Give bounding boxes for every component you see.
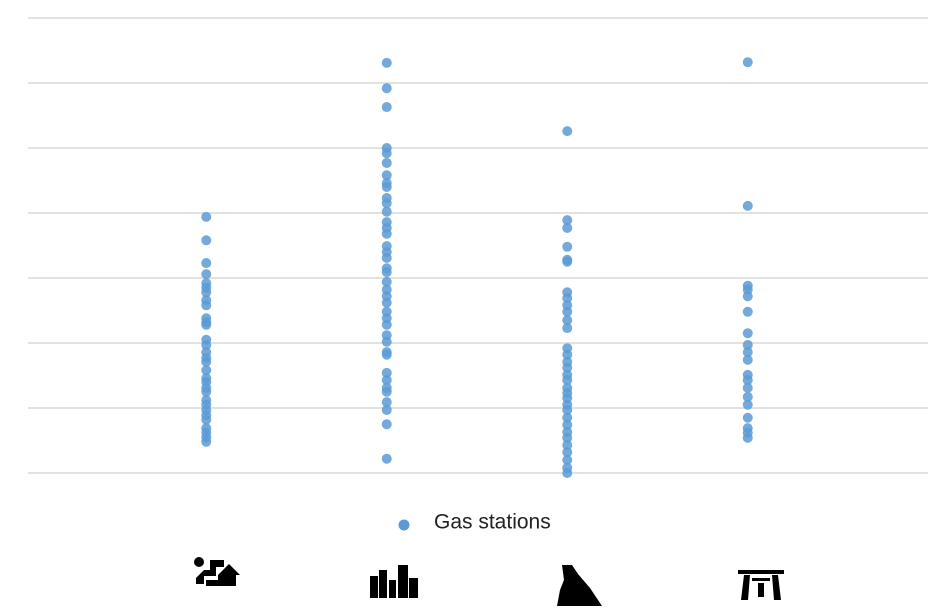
data-point [562,293,573,304]
data-point [381,386,392,397]
data-point [381,419,392,430]
data-point [381,83,392,94]
data-point [381,182,392,192]
data-point [562,432,573,443]
data-point [742,412,753,423]
data-point [381,148,392,159]
data-point [742,375,753,386]
data-point [381,276,392,287]
data-point [562,323,573,334]
data-point [381,367,392,378]
data-point [381,397,392,408]
data-point [562,315,573,326]
data-point [381,102,392,113]
highway-icon [738,570,784,600]
data-point [381,349,392,360]
data-point [562,256,573,267]
data-point [381,319,392,330]
data-point [201,235,212,246]
data-point [562,349,573,360]
data-point [562,375,573,386]
legend-marker [398,519,410,531]
data-point [742,347,753,358]
data-point [201,258,212,269]
data-point [562,215,573,226]
data-point [562,412,573,423]
legend-label: Gas stations [434,511,551,534]
data-point [562,222,573,233]
data-point [201,414,212,425]
data-point [562,447,573,458]
data-point [742,432,753,443]
data-point [381,206,392,217]
data-point [562,362,573,373]
data-point [201,356,212,367]
data-point [201,365,212,376]
data-point [381,267,392,278]
data-point [201,269,212,280]
data-point [201,386,212,397]
data-point [381,228,392,239]
data-point [742,399,753,410]
data-point [742,306,753,317]
data-point [201,287,212,298]
data-point [201,339,212,350]
data-point [562,241,573,252]
data-point [381,170,392,181]
city-icon [370,565,418,598]
data-point [201,436,212,447]
data-point [201,319,212,330]
road-icon [557,565,602,606]
data-point [381,375,392,386]
data-point [742,328,753,339]
data-point [562,126,573,137]
data-point [381,336,392,347]
data-point [562,306,573,317]
data-point [201,211,212,222]
data-point [562,455,573,465]
data-point [381,297,392,308]
data-point [742,382,753,393]
data-point [742,339,753,350]
data-point [742,354,753,365]
data-point [381,252,392,263]
data-point [742,291,753,302]
data-point [381,404,392,415]
data-point [562,440,573,451]
data-point [562,468,573,478]
data-point [201,300,212,311]
data-point [381,453,392,464]
data-point [742,57,753,68]
data-point [742,200,753,211]
suburb-icon [194,557,240,586]
data-point [381,157,392,168]
data-point [381,57,392,68]
data-point [562,404,573,415]
category-icons [194,557,784,606]
data-point [562,419,573,430]
data-point [381,198,392,209]
data-point [742,391,753,402]
